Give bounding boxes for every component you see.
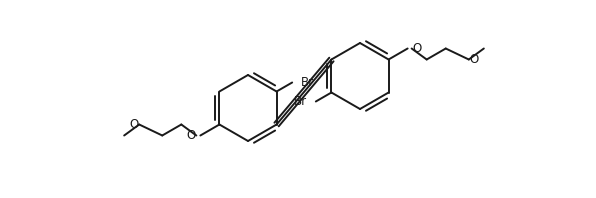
Text: Br: Br [294, 95, 307, 108]
Text: O: O [186, 129, 195, 142]
Text: O: O [129, 118, 138, 131]
Text: O: O [412, 42, 422, 55]
Text: O: O [470, 53, 479, 66]
Text: Br: Br [301, 76, 314, 89]
